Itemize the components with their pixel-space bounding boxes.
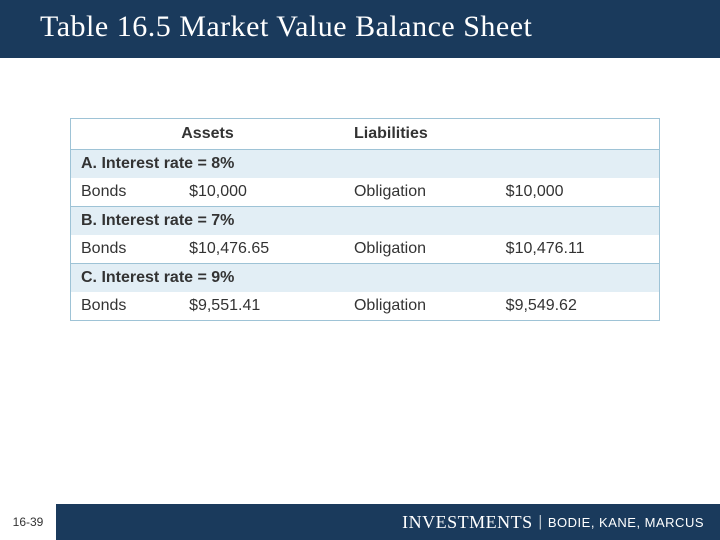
- section-heading: B. Interest rate = 7%: [71, 207, 660, 236]
- liab-value: $10,000: [496, 178, 660, 207]
- page-number: 16-39: [0, 504, 56, 540]
- table-body: A. Interest rate = 8% Bonds $10,000 Obli…: [71, 150, 660, 321]
- asset-value: $9,551.41: [179, 292, 344, 321]
- asset-value: $10,000: [179, 178, 344, 207]
- table-header-row: Assets Liabilities: [71, 119, 660, 150]
- section-row: A. Interest rate = 8%: [71, 150, 660, 179]
- liab-label: Obligation: [344, 178, 496, 207]
- slide: Table 16.5 Market Value Balance Sheet As…: [0, 0, 720, 540]
- footer-separator: |: [539, 513, 542, 531]
- balance-sheet-table: Assets Liabilities A. Interest rate = 8%…: [70, 118, 660, 321]
- table-row: Bonds $10,000 Obligation $10,000: [71, 178, 660, 207]
- asset-label: Bonds: [71, 235, 180, 264]
- table-row: Bonds $10,476.65 Obligation $10,476.11: [71, 235, 660, 264]
- slide-title: Table 16.5 Market Value Balance Sheet: [40, 10, 700, 44]
- footer-book: INVESTMENTS: [402, 512, 533, 533]
- asset-value: $10,476.65: [179, 235, 344, 264]
- liab-value: $9,549.62: [496, 292, 660, 321]
- col-header-liabilities: Liabilities: [344, 119, 660, 150]
- liab-label: Obligation: [344, 292, 496, 321]
- content-area: Assets Liabilities A. Interest rate = 8%…: [0, 58, 720, 321]
- asset-label: Bonds: [71, 292, 180, 321]
- footer-bar: INVESTMENTS | BODIE, KANE, MARCUS: [56, 504, 720, 540]
- footer: 16-39 INVESTMENTS | BODIE, KANE, MARCUS: [0, 504, 720, 540]
- table-row: Bonds $9,551.41 Obligation $9,549.62: [71, 292, 660, 321]
- liab-value: $10,476.11: [496, 235, 660, 264]
- asset-label: Bonds: [71, 178, 180, 207]
- section-heading: C. Interest rate = 9%: [71, 264, 660, 293]
- section-row: C. Interest rate = 9%: [71, 264, 660, 293]
- footer-authors: BODIE, KANE, MARCUS: [548, 515, 704, 530]
- liab-label: Obligation: [344, 235, 496, 264]
- section-heading: A. Interest rate = 8%: [71, 150, 660, 179]
- col-header-assets: Assets: [71, 119, 344, 150]
- title-bar: Table 16.5 Market Value Balance Sheet: [0, 0, 720, 58]
- section-row: B. Interest rate = 7%: [71, 207, 660, 236]
